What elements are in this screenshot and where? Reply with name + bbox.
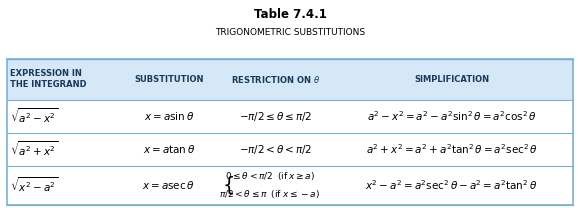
- Text: $\sqrt{a^2 - x^2}$: $\sqrt{a^2 - x^2}$: [10, 107, 58, 125]
- FancyBboxPatch shape: [7, 59, 573, 100]
- Text: $x = a\tan\theta$: $x = a\tan\theta$: [143, 143, 195, 155]
- Text: RESTRICTION ON $\theta$: RESTRICTION ON $\theta$: [231, 74, 320, 85]
- Text: $\sqrt{x^2 - a^2}$: $\sqrt{x^2 - a^2}$: [10, 176, 58, 194]
- Text: $\pi/2 < \theta \leq \pi \;\;(\mathrm{if}\; x \leq -a)$: $\pi/2 < \theta \leq \pi \;\;(\mathrm{if…: [219, 188, 320, 200]
- Text: $-\pi/2 \leq \theta \leq \pi/2$: $-\pi/2 \leq \theta \leq \pi/2$: [239, 110, 312, 123]
- Text: $\{$: $\{$: [222, 174, 234, 196]
- FancyBboxPatch shape: [7, 166, 573, 204]
- Text: $x = a\sin\theta$: $x = a\sin\theta$: [144, 110, 194, 122]
- Text: $a^2 + x^2 = a^2 + a^2\tan^2\theta = a^2\sec^2\theta$: $a^2 + x^2 = a^2 + a^2\tan^2\theta = a^2…: [365, 142, 538, 156]
- Text: $0 \leq \theta < \pi/2 \;\;(\mathrm{if}\; x \geq a)$: $0 \leq \theta < \pi/2 \;\;(\mathrm{if}\…: [224, 170, 315, 182]
- Text: $a^2 - x^2 = a^2 - a^2\sin^2\theta = a^2\cos^2\theta$: $a^2 - x^2 = a^2 - a^2\sin^2\theta = a^2…: [367, 109, 536, 123]
- FancyBboxPatch shape: [7, 100, 573, 133]
- Text: TRIGONOMETRIC SUBSTITUTIONS: TRIGONOMETRIC SUBSTITUTIONS: [215, 28, 365, 37]
- Text: $-\pi/2 < \theta < \pi/2$: $-\pi/2 < \theta < \pi/2$: [239, 143, 312, 156]
- Text: EXPRESSION IN
THE INTEGRAND: EXPRESSION IN THE INTEGRAND: [10, 69, 86, 89]
- Text: $\sqrt{a^2 + x^2}$: $\sqrt{a^2 + x^2}$: [10, 140, 58, 158]
- Text: SUBSTITUTION: SUBSTITUTION: [134, 75, 204, 84]
- Text: SIMPLIFICATION: SIMPLIFICATION: [414, 75, 489, 84]
- Text: $x = a\sec\theta$: $x = a\sec\theta$: [142, 179, 195, 191]
- Text: Table 7.4.1: Table 7.4.1: [253, 7, 327, 21]
- Text: $x^2 - a^2 = a^2\sec^2\theta - a^2 = a^2\tan^2\theta$: $x^2 - a^2 = a^2\sec^2\theta - a^2 = a^2…: [365, 178, 538, 192]
- FancyBboxPatch shape: [7, 133, 573, 166]
